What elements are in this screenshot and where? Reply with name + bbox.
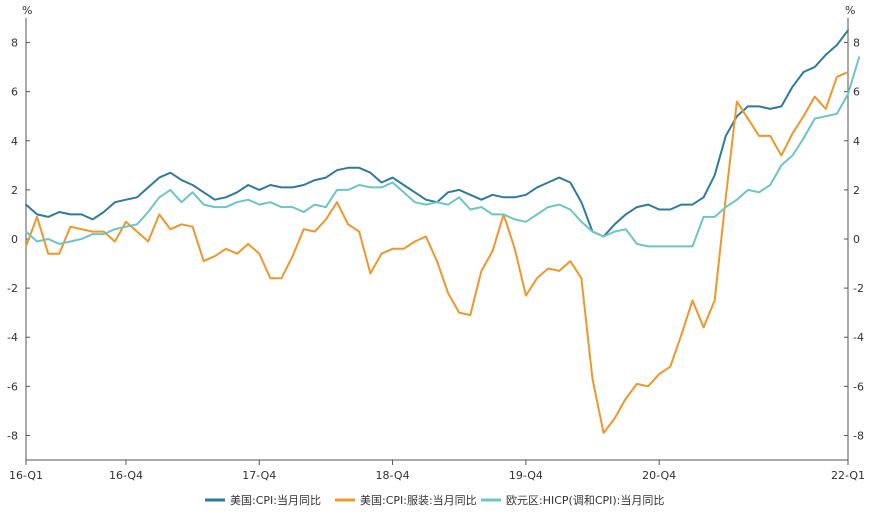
series-line-3 <box>25 56 861 248</box>
right-y-tick-label: 6 <box>853 86 860 99</box>
x-tick-label: 16-Q1 <box>9 469 43 482</box>
right-y-tick-label: -2 <box>853 282 864 295</box>
left-y-tick-label: 0 <box>11 233 18 246</box>
legend-label: 欧元区:HICP(调和CPI):当月同比 <box>506 493 664 507</box>
x-tick-label: 22-Q1 <box>831 469 865 482</box>
right-y-tick-label: 4 <box>853 135 860 148</box>
left-y-tick-label: -6 <box>7 380 18 393</box>
left-axis-unit: % <box>22 4 32 17</box>
left-y-tick-label: 4 <box>11 135 18 148</box>
axes: -8 -8 -6 -6 -4 -4 -2 -2 0 0 2 2 4 4 6 6 8 8 16-Q1 16-Q4 17-Q… <box>7 18 865 482</box>
left-y-tick-label: 2 <box>11 184 18 197</box>
right-y-tick-label: -6 <box>853 380 864 393</box>
x-tick-label: 17-Q4 <box>242 469 276 482</box>
right-y-tick-label: -4 <box>853 331 864 344</box>
right-y-tick-label: -8 <box>853 429 864 442</box>
right-y-tick-label: 8 <box>853 37 860 50</box>
left-y-tick-label: -8 <box>7 429 18 442</box>
x-tick-label: 19-Q4 <box>509 469 543 482</box>
legend-label: 美国:CPI:当月同比 <box>230 493 321 507</box>
right-y-tick-label: 2 <box>853 184 860 197</box>
left-y-tick-label: -4 <box>7 331 18 344</box>
series-lines <box>25 29 861 434</box>
right-y-tick-label: 0 <box>853 233 860 246</box>
x-tick-label: 18-Q4 <box>376 469 410 482</box>
x-tick-label: 20-Q4 <box>642 469 676 482</box>
left-y-tick-label: 8 <box>11 37 18 50</box>
series-line-2 <box>25 71 849 434</box>
x-tick-label: 16-Q4 <box>109 469 143 482</box>
left-y-tick-label: -2 <box>7 282 18 295</box>
legend: 美国:CPI:当月同比 美国:CPI:服装:当月同比 欧元区:HICP(调和CPI)… <box>205 493 664 507</box>
right-axis-unit: % <box>845 4 855 17</box>
legend-label: 美国:CPI:服装:当月同比 <box>360 493 477 507</box>
left-y-tick-label: 6 <box>11 86 18 99</box>
